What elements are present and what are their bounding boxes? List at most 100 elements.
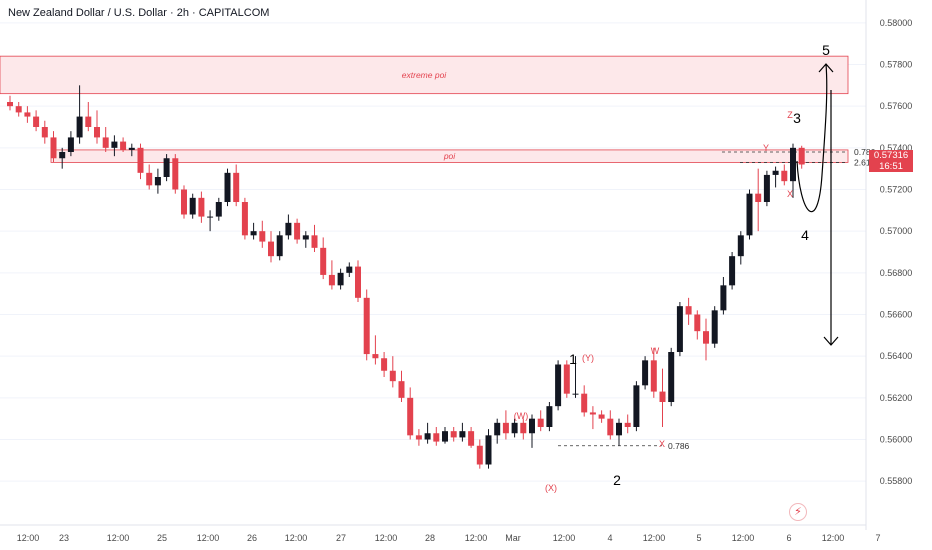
candle-body bbox=[363, 297, 370, 355]
y-tick-label: 0.57600 bbox=[880, 101, 913, 111]
projection-arrowhead-down bbox=[823, 336, 839, 346]
candle-body bbox=[181, 189, 187, 215]
candle-body bbox=[703, 331, 709, 344]
projection-arrowhead-up bbox=[818, 63, 834, 73]
candle-body bbox=[711, 310, 718, 344]
candle-body bbox=[381, 358, 388, 371]
candle-body bbox=[450, 431, 457, 438]
candle-body bbox=[163, 158, 170, 177]
bar-countdown: 16:51 bbox=[879, 161, 903, 172]
x-tick-label: 28 bbox=[425, 533, 435, 543]
candle-body bbox=[198, 197, 205, 217]
candle-body bbox=[459, 431, 466, 438]
candle-body bbox=[102, 137, 109, 148]
y-tick-label: 0.56200 bbox=[880, 393, 913, 403]
candle-body bbox=[172, 158, 179, 190]
candle-body bbox=[111, 141, 118, 148]
candle-body bbox=[607, 418, 614, 436]
candle-body bbox=[494, 422, 501, 436]
current-price-badge: 0.57316 16:51 bbox=[869, 150, 913, 172]
y-tick-label: 0.55800 bbox=[880, 476, 913, 486]
candle-body bbox=[67, 137, 74, 152]
candle-body bbox=[302, 235, 309, 240]
x-tick-label: 12:00 bbox=[375, 533, 398, 543]
candle-body bbox=[94, 127, 100, 138]
y-tick-label: 0.56600 bbox=[880, 310, 913, 320]
wave-label: X bbox=[787, 189, 793, 199]
fib-label: 2.618 bbox=[854, 157, 876, 167]
candle-body bbox=[755, 193, 762, 202]
projection-path-bullish bbox=[796, 63, 828, 213]
wave-label: W bbox=[651, 346, 660, 356]
candle-body bbox=[355, 266, 361, 298]
candle-body bbox=[189, 197, 196, 215]
lightning-bolt-icon[interactable]: ⚡ bbox=[789, 503, 807, 521]
x-tick-label: 26 bbox=[247, 533, 257, 543]
candle-body bbox=[424, 433, 431, 440]
poi-zone bbox=[0, 55, 849, 95]
candle-body bbox=[146, 172, 153, 186]
price-axis: 0.55800 0.56000 0.56200 0.56400 0.56600 0.568… bbox=[865, 0, 913, 530]
wave-label: Y bbox=[763, 143, 769, 153]
candle-body bbox=[781, 170, 788, 182]
candle-body bbox=[589, 412, 596, 415]
x-tick-label: 12:00 bbox=[553, 533, 576, 543]
candle-body bbox=[224, 172, 231, 202]
candle-body bbox=[337, 272, 344, 286]
candle-body bbox=[250, 231, 257, 236]
candle-body bbox=[41, 127, 48, 138]
x-tick-label: 23 bbox=[59, 533, 69, 543]
projection-paths bbox=[796, 63, 839, 346]
candle-body bbox=[668, 352, 675, 402]
x-tick-label: 12:00 bbox=[285, 533, 308, 543]
candle-body bbox=[685, 306, 692, 315]
candle-body bbox=[502, 422, 509, 434]
candle-body bbox=[433, 433, 440, 442]
y-tick-label: 0.56400 bbox=[880, 351, 913, 361]
candle-body bbox=[616, 422, 622, 436]
candle-body bbox=[537, 418, 544, 427]
x-tick-label: 12:00 bbox=[465, 533, 488, 543]
candle-body bbox=[798, 147, 805, 165]
x-tick-label: 25 bbox=[157, 533, 167, 543]
candle-body bbox=[529, 418, 535, 434]
candle-body bbox=[633, 385, 640, 427]
wave-label: 2 bbox=[613, 472, 621, 488]
fib-label: 0.786 bbox=[854, 147, 876, 157]
candle-body bbox=[659, 391, 666, 402]
candle-body bbox=[233, 172, 240, 202]
fib-label: 0.786 bbox=[668, 441, 690, 451]
time-axis: 12:00 23 12:00 25 12:00 26 12:00 27 12:00 28 12:00… bbox=[0, 524, 881, 543]
candle-body bbox=[676, 306, 683, 352]
candle-body bbox=[546, 406, 553, 427]
candle-body bbox=[76, 116, 83, 138]
candle-body bbox=[520, 422, 527, 434]
candle-body bbox=[207, 216, 214, 218]
candle-body bbox=[737, 235, 744, 257]
candle-body bbox=[398, 381, 405, 398]
candle-body bbox=[120, 141, 127, 150]
symbol-title: New Zealand Dollar / U.S. Dollar · 2h · … bbox=[8, 7, 270, 19]
candle-body bbox=[772, 170, 779, 175]
x-tick-label: 4 bbox=[607, 533, 612, 543]
candle-body bbox=[285, 222, 292, 236]
wave-label: Z bbox=[787, 110, 793, 120]
zone-label: poi bbox=[443, 151, 456, 161]
wave-label: 1 bbox=[569, 351, 577, 367]
x-tick-label: 6 bbox=[786, 533, 791, 543]
x-tick-label: 27 bbox=[336, 533, 346, 543]
candle-body bbox=[7, 102, 13, 107]
x-tick-label: 7 bbox=[875, 533, 880, 543]
x-tick-label: 12:00 bbox=[822, 533, 845, 543]
candle-body bbox=[729, 256, 736, 286]
candle-body bbox=[563, 364, 570, 394]
candle-body bbox=[137, 147, 144, 173]
candle-body bbox=[241, 202, 248, 236]
candles bbox=[7, 85, 805, 469]
wave-label: (Y) bbox=[582, 353, 594, 363]
candle-body bbox=[790, 147, 796, 182]
y-tick-label: 0.57800 bbox=[880, 60, 913, 70]
candle-body bbox=[85, 116, 92, 127]
